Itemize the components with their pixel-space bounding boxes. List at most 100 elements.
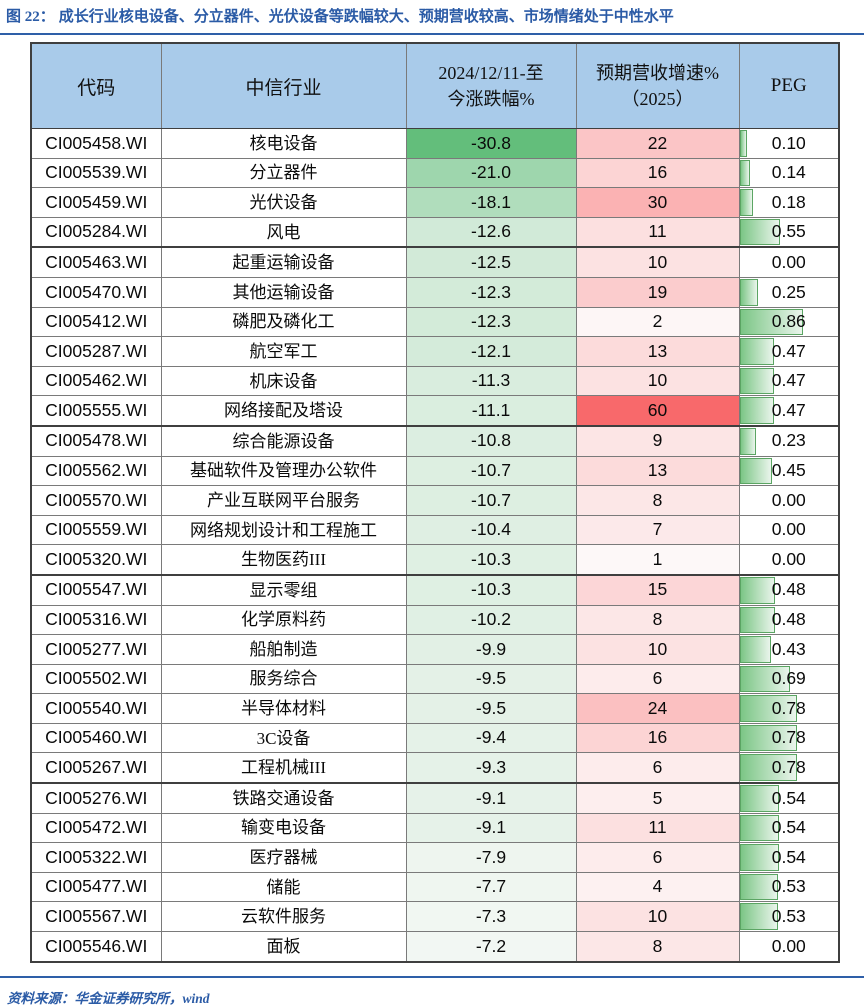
cell-code: CI005470.WI (30, 276, 162, 308)
cell-code: CI005320.WI (30, 544, 162, 576)
cell-industry: 储能 (160, 871, 407, 903)
header-industry: 中信行业 (160, 42, 407, 129)
cell-peg: 0.53 (738, 901, 840, 933)
cell-change: -10.4 (405, 514, 577, 546)
peg-value: 0.43 (771, 638, 806, 659)
cell-code: CI005478.WI (30, 425, 162, 457)
cell-peg: 0.54 (738, 842, 840, 873)
cell-revenue: 15 (575, 574, 740, 606)
peg-data-bar (740, 636, 772, 663)
peg-value: 0.00 (771, 935, 806, 956)
cell-change: -9.1 (405, 812, 577, 844)
table-row: CI005267.WI 工程机械III -9.3 6 0.78 (30, 752, 840, 785)
cell-peg: 0.78 (738, 722, 840, 754)
cell-peg: 0.47 (738, 365, 840, 397)
table-row: CI005502.WI 服务综合 -9.5 6 0.69 (30, 663, 840, 695)
source-text: 华金证券研究所，wind (74, 990, 210, 1006)
table-row: CI005463.WI 起重运输设备 -12.5 10 0.00 (30, 246, 840, 278)
cell-code: CI005463.WI (30, 246, 162, 278)
peg-value: 0.10 (771, 132, 806, 153)
cell-industry: 半导体材料 (160, 693, 407, 724)
cell-industry: 产业互联网平台服务 (160, 485, 407, 516)
cell-industry: 化学原料药 (160, 604, 407, 636)
cell-revenue: 5 (575, 782, 740, 814)
cell-change: -9.5 (405, 693, 577, 724)
peg-data-bar (740, 873, 779, 901)
cell-change: -9.3 (405, 752, 577, 785)
header-revenue: 预期营收增速% （2025） (575, 42, 740, 129)
peg-data-bar (740, 397, 774, 424)
cell-revenue: 10 (575, 246, 740, 278)
cell-code: CI005546.WI (30, 931, 162, 963)
peg-value: 0.78 (771, 697, 806, 718)
peg-data-bar (740, 457, 773, 485)
peg-value: 0.47 (771, 370, 806, 391)
cell-revenue: 2 (575, 306, 740, 338)
cell-revenue: 4 (575, 871, 740, 903)
cell-revenue: 10 (575, 901, 740, 933)
cell-code: CI005267.WI (30, 752, 162, 785)
header-peg: PEG (738, 42, 840, 129)
cell-peg: 0.00 (738, 485, 840, 516)
cell-change: -10.7 (405, 455, 577, 487)
cell-code: CI005539.WI (30, 157, 162, 189)
header-change-line2: 今涨跌幅% (447, 89, 535, 109)
cell-peg: 0.43 (738, 634, 840, 665)
cell-change: -9.5 (405, 663, 577, 695)
peg-value: 0.18 (771, 191, 806, 212)
cell-peg: 0.47 (738, 336, 840, 367)
cell-code: CI005559.WI (30, 514, 162, 546)
peg-value: 0.86 (771, 311, 806, 332)
peg-value: 0.48 (771, 579, 806, 600)
cell-peg: 0.78 (738, 752, 840, 785)
cell-revenue: 16 (575, 157, 740, 189)
peg-data-bar (740, 427, 757, 455)
footer-divider (0, 975, 864, 978)
cell-revenue: 19 (575, 276, 740, 308)
cell-revenue: 1 (575, 544, 740, 576)
peg-data-bar (740, 189, 753, 216)
cell-industry: 3C设备 (160, 722, 407, 754)
cell-revenue: 7 (575, 514, 740, 546)
cell-revenue: 10 (575, 365, 740, 397)
table-row: CI005276.WI 铁路交通设备 -9.1 5 0.54 (30, 782, 840, 814)
cell-code: CI005502.WI (30, 663, 162, 695)
cell-industry: 航空军工 (160, 336, 407, 367)
table-row: CI005562.WI 基础软件及管理办公软件 -10.7 13 0.45 (30, 455, 840, 487)
cell-peg: 0.00 (738, 514, 840, 546)
table-row: CI005539.WI 分立器件 -21.0 16 0.14 (30, 157, 840, 189)
cell-revenue: 13 (575, 336, 740, 367)
cell-peg: 0.48 (738, 604, 840, 636)
table-row: CI005472.WI 输变电设备 -9.1 11 0.54 (30, 812, 840, 844)
cell-revenue: 8 (575, 604, 740, 636)
table-body: CI005458.WI 核电设备 -30.8 22 0.10 CI005539.WI 分立器… (30, 128, 840, 963)
table-row: CI005567.WI 云软件服务 -7.3 10 0.53 (30, 901, 840, 933)
peg-data-bar (740, 130, 747, 157)
table-row: CI005559.WI 网络规划设计和工程施工 -10.4 7 0.00 (30, 514, 840, 546)
table-row: CI005316.WI 化学原料药 -10.2 8 0.48 (30, 604, 840, 636)
source-note: 资料来源：华金证券研究所，wind (7, 987, 864, 1006)
table-row: CI005462.WI 机床设备 -11.3 10 0.47 (30, 365, 840, 397)
table-row: CI005546.WI 面板 -7.2 8 0.00 (30, 931, 840, 963)
table-row: CI005477.WI 储能 -7.7 4 0.53 (30, 871, 840, 903)
table-row: CI005470.WI 其他运输设备 -12.3 19 0.25 (30, 276, 840, 308)
cell-revenue: 8 (575, 485, 740, 516)
cell-code: CI005567.WI (30, 901, 162, 933)
cell-code: CI005458.WI (30, 128, 162, 159)
industry-table: 代码 中信行业 2024/12/11-至 今涨跌幅% 预期营收增速% （2025） … (30, 42, 840, 963)
cell-revenue: 11 (575, 216, 740, 249)
table-row: CI005478.WI 综合能源设备 -10.8 9 0.23 (30, 425, 840, 457)
cell-industry: 生物医药III (160, 544, 407, 576)
cell-industry: 风电 (160, 216, 407, 249)
table-row: CI005287.WI 航空军工 -12.1 13 0.47 (30, 336, 840, 367)
peg-value: 0.78 (771, 727, 806, 748)
cell-change: -7.2 (405, 931, 577, 963)
figure-title: 图 22： 成长行业核电设备、分立器件、光伏设备等跌幅较大、预期营收较高、市场情绪… (0, 0, 864, 28)
peg-data-bar (740, 754, 797, 782)
cell-code: CI005459.WI (30, 187, 162, 218)
cell-revenue: 6 (575, 663, 740, 695)
peg-value: 0.78 (771, 757, 806, 778)
cell-code: CI005555.WI (30, 395, 162, 427)
cell-change: -11.1 (405, 395, 577, 427)
peg-value: 0.53 (771, 905, 806, 926)
